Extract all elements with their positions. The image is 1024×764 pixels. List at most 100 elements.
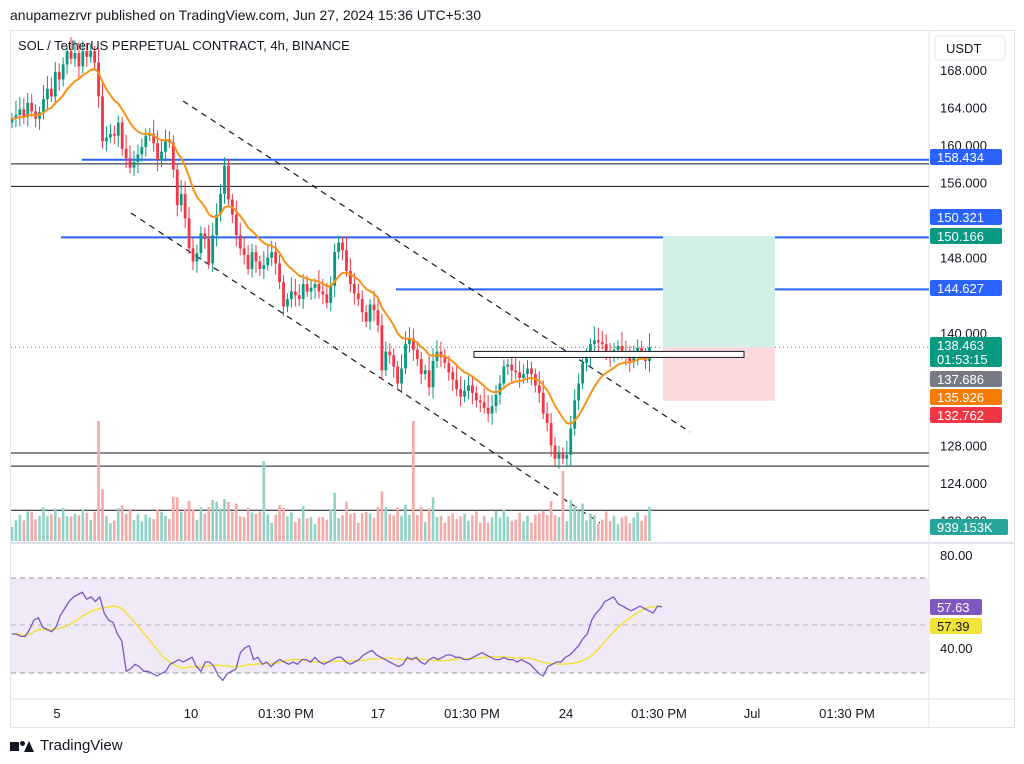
- candle: [42, 99, 45, 113]
- volume-bar: [120, 505, 124, 541]
- volume-bar: [136, 514, 140, 541]
- volume-bar: [172, 496, 175, 541]
- candle: [187, 218, 191, 249]
- candle: [349, 270, 352, 285]
- candle: [494, 394, 498, 407]
- volume-bar: [333, 492, 336, 541]
- candle: [289, 291, 293, 300]
- candle: [321, 291, 325, 295]
- ema-line: [11, 67, 650, 425]
- volume-bar: [416, 515, 419, 541]
- candle: [585, 355, 588, 363]
- volume-bar: [148, 517, 152, 541]
- volume-bar: [612, 515, 616, 541]
- candle: [392, 355, 396, 367]
- price-level-tag: [930, 337, 1002, 367]
- candle: [443, 357, 447, 363]
- volume-bar: [227, 501, 230, 541]
- candle: [73, 53, 77, 59]
- volume-bar: [274, 514, 277, 541]
- volume-bar: [301, 505, 305, 541]
- volume-bar: [514, 519, 517, 541]
- volume-bar: [557, 516, 561, 541]
- candle: [136, 154, 140, 162]
- candle: [69, 51, 73, 59]
- volume-bar: [26, 511, 30, 541]
- time-tick-label: 24: [559, 706, 573, 721]
- candle: [514, 370, 518, 373]
- candle: [191, 248, 195, 262]
- volume-bar: [144, 514, 148, 541]
- time-tick-label: 01:30 PM: [631, 706, 687, 721]
- candle: [164, 139, 167, 152]
- time-tick-label: 10: [184, 706, 198, 721]
- rsi-line: [12, 591, 663, 682]
- volume-bar: [404, 504, 407, 541]
- candle: [219, 193, 222, 215]
- price-level-label: 135.926: [937, 390, 984, 405]
- volume-bar: [69, 516, 73, 541]
- candle: [246, 254, 250, 269]
- volume-bar: [195, 519, 199, 541]
- volume-bar: [266, 514, 270, 541]
- candle: [569, 428, 573, 455]
- candle: [274, 252, 278, 264]
- volume-bar: [565, 521, 569, 541]
- volume-bar: [494, 510, 498, 541]
- volume-bar: [628, 523, 632, 541]
- order-block: [473, 350, 745, 358]
- candle: [46, 88, 49, 100]
- candle: [411, 338, 415, 350]
- candle: [105, 137, 108, 142]
- candle: [620, 345, 624, 354]
- publish-info: anupamezrvr published on TradingView.com…: [10, 7, 481, 23]
- candle: [337, 242, 341, 253]
- candle: [325, 294, 329, 303]
- volume-label: 939.153K: [937, 520, 993, 535]
- candle: [616, 345, 620, 350]
- volume-bar: [541, 510, 545, 541]
- candle: [183, 193, 187, 219]
- volume-bar: [620, 517, 624, 541]
- volume-bar: [223, 499, 226, 541]
- volume-bar: [648, 506, 651, 541]
- candle: [541, 392, 545, 414]
- volume-bar: [105, 516, 108, 541]
- time-tick-label: 01:30 PM: [819, 706, 875, 721]
- candle: [565, 454, 569, 459]
- currency-button[interactable]: [934, 35, 1006, 61]
- candle: [482, 402, 486, 408]
- target-zone: [663, 235, 775, 348]
- volume-bar: [616, 524, 620, 541]
- candle: [254, 252, 258, 262]
- volume-bar: [231, 511, 234, 541]
- volume-bar: [341, 515, 344, 541]
- volume-bar: [349, 514, 352, 541]
- volume-bar: [93, 511, 96, 541]
- volume-bar: [636, 512, 639, 541]
- volume-bar: [608, 521, 612, 541]
- candle: [352, 284, 356, 294]
- volume-bar: [89, 519, 92, 541]
- volume-bar: [427, 508, 431, 541]
- price-tick-label: 148.000: [940, 251, 987, 266]
- volume-bar: [250, 512, 254, 541]
- candle: [518, 372, 522, 378]
- candle: [577, 383, 581, 401]
- candle: [309, 287, 313, 292]
- time-tick-label: Jul: [744, 706, 761, 721]
- tradingview-logo-icon: [10, 739, 34, 753]
- volume-bar: [490, 517, 494, 541]
- volume-bar: [297, 518, 301, 541]
- candle: [356, 293, 360, 300]
- price-level-label: 137.686: [937, 372, 984, 387]
- candle: [553, 445, 557, 459]
- volume-bar: [116, 508, 120, 541]
- candle: [234, 214, 238, 236]
- channel-upper: [182, 100, 691, 433]
- volume-bar: [183, 508, 187, 541]
- volume-bar: [585, 520, 588, 541]
- candle: [81, 51, 85, 67]
- candle: [101, 96, 104, 142]
